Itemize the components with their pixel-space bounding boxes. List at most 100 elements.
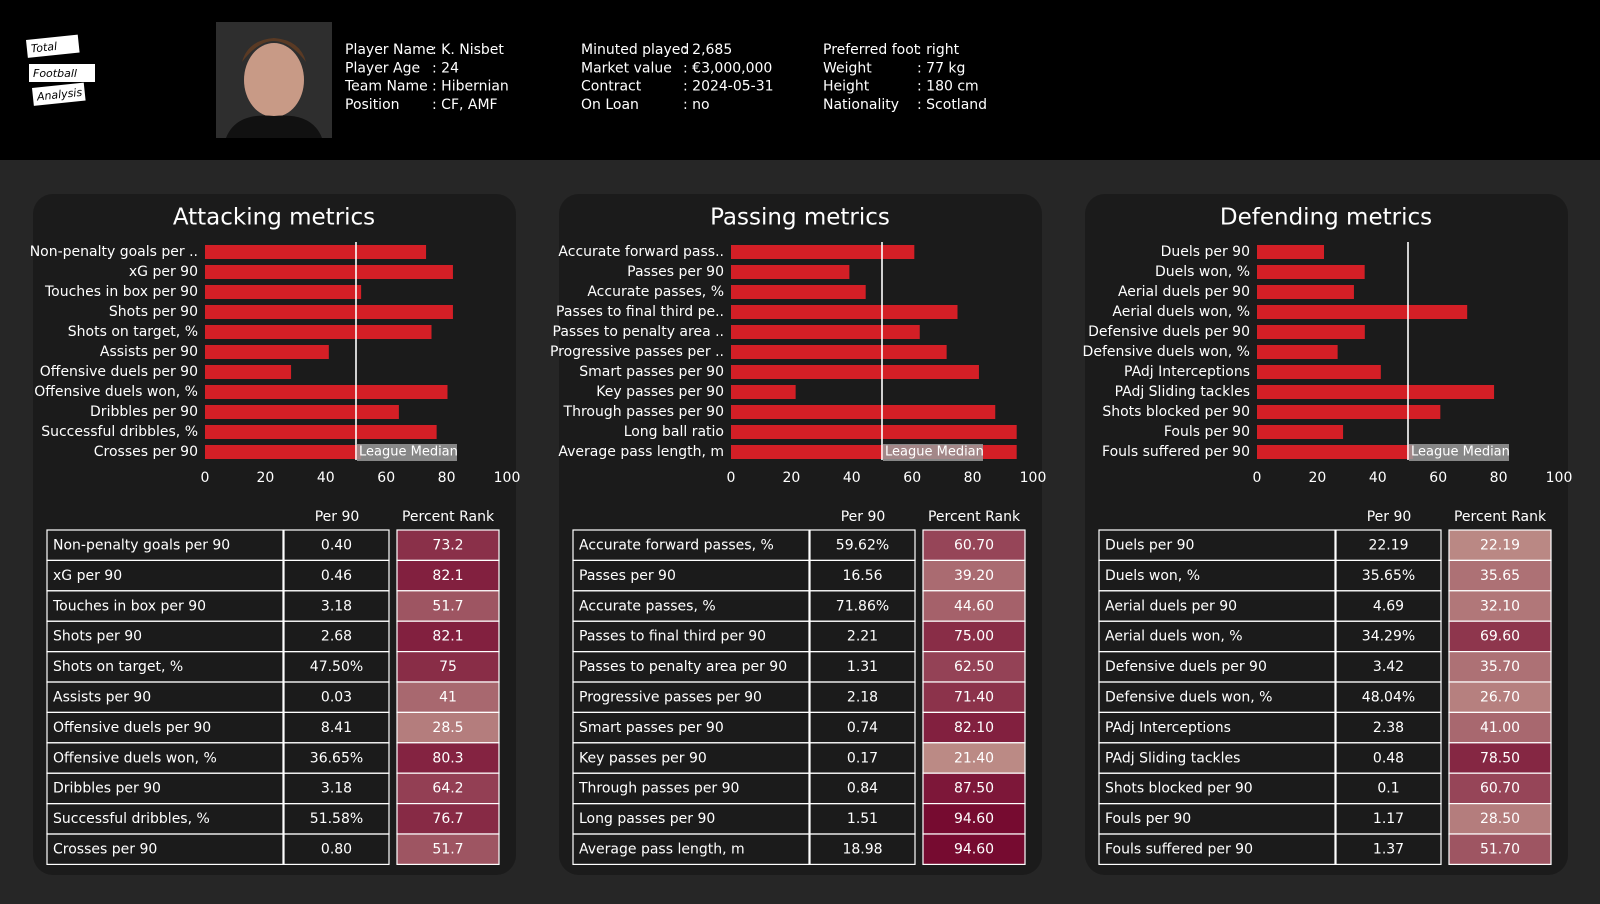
category-label: Crosses per 90: [94, 444, 198, 460]
bar: [205, 405, 399, 419]
rank-cell: [922, 681, 1026, 713]
metric-name: Touches in box per 90: [52, 598, 206, 614]
metric-name: Non-penalty goals per 90: [53, 538, 230, 554]
category-label: Aerial duels won, %: [1112, 304, 1250, 320]
bar: [1257, 325, 1365, 339]
bar: [731, 385, 796, 399]
metric-name: Smart passes per 90: [579, 720, 724, 736]
percent-rank: 94.60: [954, 842, 994, 858]
metric-name: Duels per 90: [1105, 538, 1194, 554]
per90-value: 0.74: [847, 720, 878, 736]
bar: [1257, 305, 1468, 319]
percent-rank: 51.70: [1480, 842, 1520, 858]
bar: [205, 285, 362, 299]
logo-text: Football: [33, 67, 77, 80]
rank-cell: [922, 711, 1026, 744]
median-label-bg: [357, 444, 457, 461]
bar: [1257, 445, 1414, 459]
bar: [731, 425, 1017, 439]
player-photo: [216, 22, 332, 138]
per90-value: 22.19: [1368, 538, 1408, 554]
table-cell: [572, 833, 810, 865]
metric-name: Accurate forward passes, %: [579, 538, 774, 554]
percent-rank: 26.70: [1480, 690, 1520, 706]
rank-cell: [1448, 681, 1552, 713]
category-label: Defensive duels per 90: [1088, 324, 1250, 340]
category-label: Smart passes per 90: [579, 364, 724, 380]
info-label: Player Name: [345, 42, 434, 58]
info-label: Position: [345, 97, 400, 113]
x-tick-label: 80: [964, 470, 982, 486]
per90-value: 2.18: [847, 690, 878, 706]
bar: [205, 425, 437, 439]
category-label: xG per 90: [129, 264, 198, 280]
percent-rank: 82.1: [432, 629, 463, 645]
bar: [731, 345, 947, 359]
per90-value: 3.18: [321, 781, 352, 797]
chart-title: Defending metrics: [1220, 205, 1432, 231]
x-tick-label: 60: [903, 470, 921, 486]
bar: [205, 305, 453, 319]
median-label: League Median: [885, 445, 984, 460]
x-tick-label: 0: [201, 470, 210, 486]
column-header: Percent Rank: [928, 509, 1021, 525]
median-label-bg: [1409, 444, 1509, 461]
percent-rank: 76.7: [432, 811, 463, 827]
per90-value: 0.48: [1373, 750, 1404, 766]
metric-name: Passes to final third per 90: [579, 629, 766, 645]
category-label: Duels won, %: [1155, 264, 1250, 280]
rank-cell: [396, 833, 500, 865]
category-label: Duels per 90: [1161, 244, 1250, 260]
per90-value: 2.68: [321, 629, 352, 645]
info-value: : K. Nisbet: [432, 42, 504, 58]
bar: [205, 265, 453, 279]
bar: [1257, 405, 1441, 419]
rank-cell: [1448, 620, 1552, 653]
category-label: Passes to final third pe..: [556, 304, 724, 320]
metric-name: Passes per 90: [579, 568, 676, 584]
category-label: Defensive duels won, %: [1083, 344, 1250, 360]
percent-rank: 78.50: [1480, 750, 1520, 766]
metric-name: Average pass length, m: [579, 842, 745, 858]
per90-value: 0.17: [847, 750, 878, 766]
percent-rank: 75: [439, 659, 457, 675]
category-label: Key passes per 90: [596, 384, 724, 400]
per90-value: 71.86%: [836, 598, 889, 614]
category-label: Progressive passes per ..: [550, 344, 724, 360]
chart-title: Attacking metrics: [173, 205, 375, 231]
metric-name: Long passes per 90: [579, 811, 715, 827]
info-label: Team Name: [344, 79, 428, 95]
x-tick-label: 0: [727, 470, 736, 486]
per90-value: 3.42: [1373, 659, 1404, 675]
category-label: Shots blocked per 90: [1102, 404, 1250, 420]
metric-name: Shots on target, %: [53, 659, 183, 675]
rank-cell: [1448, 590, 1552, 622]
face: [244, 43, 304, 117]
info-value: : 77 kg: [917, 60, 965, 76]
info-value: : 2024-05-31: [683, 79, 774, 95]
info-value: : €3,000,000: [683, 60, 772, 76]
bar: [205, 345, 329, 359]
percent-rank: 41.00: [1480, 720, 1520, 736]
category-label: Shots on target, %: [68, 324, 198, 340]
info-value: : 24: [432, 60, 459, 76]
median-label-bg: [883, 444, 983, 461]
panel: [1085, 194, 1568, 875]
category-label: Accurate passes, %: [587, 284, 724, 300]
panel: [33, 194, 516, 875]
metric-name: Successful dribbles, %: [53, 811, 210, 827]
x-tick-label: 20: [1308, 470, 1326, 486]
category-label: Accurate forward pass..: [558, 244, 724, 260]
hair: [242, 38, 306, 62]
chart-title: Passing metrics: [710, 205, 890, 231]
per90-value: 8.41: [321, 720, 352, 736]
info-label: Weight: [823, 60, 872, 76]
bar: [1257, 385, 1495, 399]
logo-word: Total: [26, 34, 80, 58]
percent-rank: 73.2: [432, 538, 463, 554]
category-label: Touches in box per 90: [44, 284, 198, 300]
percent-rank: 35.65: [1480, 568, 1520, 584]
category-label: Non-penalty goals per ..: [30, 244, 198, 260]
info-value: : 180 cm: [917, 79, 979, 95]
